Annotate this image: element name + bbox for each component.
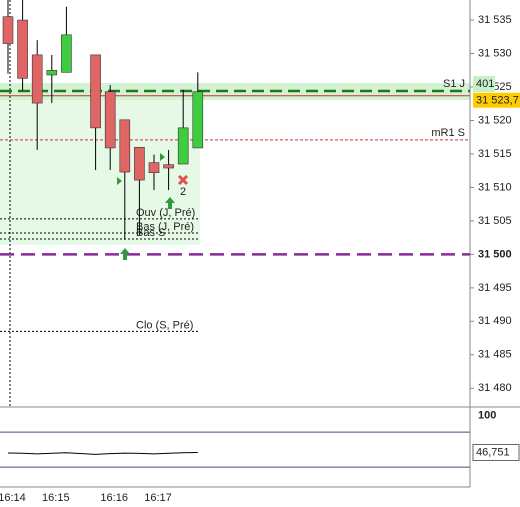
y-tick-label: 31 510 — [478, 181, 512, 193]
y-tick-label: 31 535 — [478, 14, 512, 26]
candle-body — [163, 164, 174, 169]
candle-body — [90, 54, 101, 129]
x-tick-label: 16:15 — [42, 492, 70, 504]
indicator-value-label: 46,751 — [476, 446, 510, 458]
candle-body — [46, 69, 58, 76]
candle-body — [61, 34, 72, 73]
candle-body — [134, 146, 145, 181]
y-tick-label: 31 520 — [478, 114, 512, 126]
volume-box — [473, 76, 495, 92]
y-tick-label: 31 485 — [478, 349, 512, 361]
level-label: Bas S — [136, 227, 165, 239]
candle-body — [17, 19, 28, 79]
level-label: S1 J — [443, 78, 465, 90]
level-label: Bas (J, Pré) — [136, 221, 194, 233]
candle-body — [2, 16, 14, 44]
volume-label: 401 — [476, 78, 494, 90]
candle-body — [119, 119, 131, 173]
candle-body — [148, 162, 160, 174]
y-tick-label: 31 490 — [478, 315, 512, 327]
x-tick-label: 16:14 — [0, 492, 26, 504]
candle-body — [104, 91, 116, 149]
x-tick-label: 16:16 — [100, 492, 128, 504]
indicator-tick-label: 100 — [478, 410, 496, 422]
signal-count: 2 — [180, 186, 186, 198]
y-tick-label: 31 480 — [478, 382, 512, 394]
y-tick-label: 31 505 — [478, 215, 512, 227]
cross-marker — [177, 174, 189, 186]
candle-body — [177, 127, 189, 165]
level-label: Clo (S, Pré) — [136, 319, 193, 331]
level-label: Ouv (J, Pré) — [136, 207, 195, 219]
candle-body — [31, 54, 43, 104]
arrow-marker — [165, 197, 175, 209]
candle-body — [192, 91, 204, 149]
signal-marker — [117, 177, 122, 185]
indicator-line — [7, 451, 198, 455]
y-tick-label: 31 500 — [478, 248, 512, 260]
level-label: mR1 S — [431, 127, 465, 139]
y-tick-label: 31 495 — [478, 282, 512, 294]
signal-marker — [160, 153, 165, 161]
arrow-marker — [120, 248, 130, 260]
y-tick-label: 31 530 — [478, 47, 512, 59]
last-price-box — [473, 92, 520, 108]
indicator-value-box — [472, 443, 520, 461]
last-price-label: 31 523,7 — [476, 95, 519, 107]
x-tick-label: 16:17 — [144, 492, 172, 504]
y-tick-label: 31 515 — [478, 148, 512, 160]
